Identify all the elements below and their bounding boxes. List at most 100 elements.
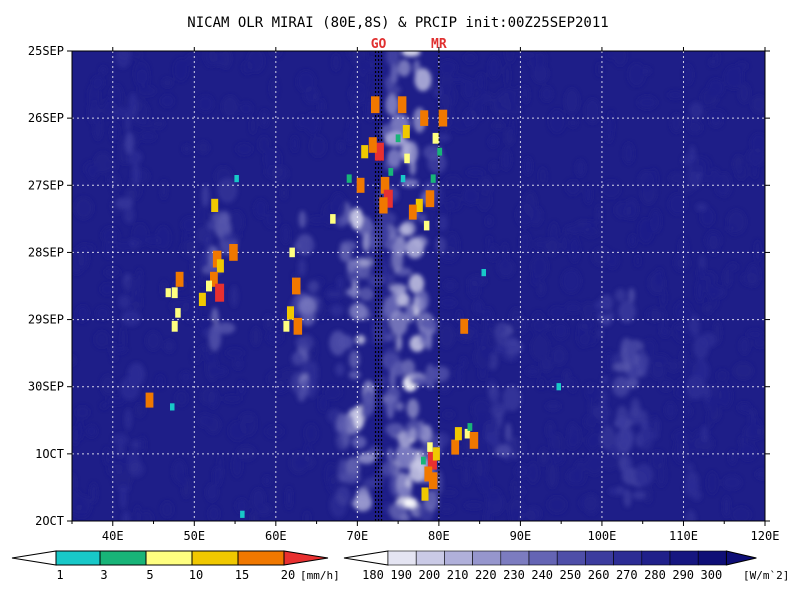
olr-blob: [470, 97, 485, 121]
olr-blob: [510, 437, 526, 456]
precip-cell: [229, 244, 238, 261]
olr-colorbar-swatch: [585, 550, 614, 566]
olr-blob: [600, 388, 609, 409]
olr-blob: [127, 362, 145, 386]
olr-blob: [433, 85, 443, 98]
precip-cell: [423, 220, 430, 231]
olr-blob: [120, 326, 127, 351]
olr-blob: [128, 92, 138, 119]
precip-cell: [171, 287, 178, 299]
olr-blob: [748, 408, 757, 428]
olr-blob: [351, 435, 367, 449]
olr-colorbar-low-arrow: [343, 550, 389, 566]
precip-cell: [368, 137, 377, 153]
olr-blob: [462, 186, 480, 206]
precip-colorbar-swatch: [55, 550, 101, 566]
y-tick-label: 25SEP: [28, 44, 64, 58]
olr-blob: [510, 315, 529, 335]
olr-blob: [123, 206, 135, 224]
olr-blob: [553, 322, 569, 340]
olr-blob: [673, 300, 693, 321]
olr-blob: [708, 235, 719, 256]
olr-blob: [335, 363, 345, 376]
olr-blob: [551, 346, 567, 366]
olr-blob: [197, 95, 214, 113]
precip-cell: [170, 403, 175, 411]
olr-blob: [509, 508, 521, 521]
olr-blob: [463, 501, 484, 510]
olr-blob: [673, 323, 680, 332]
olr-blob: [421, 424, 433, 447]
precip-cell: [234, 175, 239, 183]
olr-blob: [106, 395, 126, 406]
x-tick-label: 100E: [587, 529, 616, 543]
olr-blob: [202, 327, 211, 338]
x-tick-label: 90E: [510, 529, 532, 543]
olr-blob: [307, 360, 319, 385]
precip-colorbar-high-arrow: [283, 550, 329, 566]
olr-blob: [568, 118, 578, 128]
olr-blob: [518, 508, 536, 521]
olr-blob: [349, 350, 360, 369]
olr-blob: [637, 217, 654, 244]
olr-blob: [174, 390, 189, 407]
olr-blob: [386, 447, 394, 462]
olr-blob: [405, 304, 416, 323]
olr-blob: [208, 505, 220, 521]
olr-blob: [385, 51, 398, 67]
olr-blob: [358, 287, 374, 301]
olr-blob: [438, 60, 458, 75]
olr-blob: [414, 68, 432, 92]
olr-colorbar-swatch: [387, 550, 417, 566]
olr-blob: [746, 329, 763, 339]
olr-blob: [209, 366, 228, 377]
olr-blob: [352, 92, 359, 111]
precip-cell: [206, 280, 212, 292]
precip-cell: [432, 447, 440, 461]
olr-blob: [412, 236, 428, 248]
olr-blob: [112, 107, 130, 119]
olr-blob: [548, 109, 566, 134]
olr-blob: [250, 511, 258, 521]
olr-blob: [660, 327, 671, 338]
olr-blob: [132, 51, 143, 60]
olr-blob: [480, 309, 490, 321]
olr-blob: [346, 258, 362, 284]
olr-blob: [114, 240, 133, 252]
olr-blob: [443, 409, 455, 420]
precip-cell: [292, 277, 301, 295]
precip-colorbar-label: 5: [146, 568, 153, 582]
olr-blob: [153, 119, 165, 129]
olr-blob: [716, 183, 724, 196]
olr-blob: [467, 280, 481, 299]
olr-blob: [182, 297, 201, 323]
precip-cell: [171, 320, 178, 332]
precip-cell: [438, 109, 448, 127]
precip-cell: [424, 466, 433, 482]
olr-blob: [296, 233, 314, 256]
olr-blob: [93, 152, 112, 174]
olr-blob: [251, 327, 261, 347]
olr-blob: [530, 334, 550, 361]
olr-blob: [488, 135, 499, 148]
olr-blob: [390, 310, 408, 337]
olr-blob: [241, 60, 253, 75]
olr-blob: [713, 51, 721, 66]
olr-blob: [664, 402, 676, 419]
olr-blob: [668, 360, 680, 373]
precip-cell: [330, 214, 336, 224]
olr-blob: [410, 377, 429, 387]
precip-colorbar-label: 20: [281, 568, 295, 582]
olr-blob: [659, 378, 673, 392]
olr-blob: [614, 201, 632, 219]
precip-cell: [395, 134, 401, 143]
olr-blob: [476, 442, 495, 460]
olr-blob: [400, 178, 419, 188]
grid-lines: [72, 51, 765, 521]
precip-cell: [371, 96, 380, 114]
olr-blob: [707, 78, 725, 98]
precip-cell: [427, 442, 433, 452]
precip-colorbar-label: 3: [100, 568, 107, 582]
olr-blob: [562, 369, 571, 388]
olr-blob: [305, 112, 320, 136]
